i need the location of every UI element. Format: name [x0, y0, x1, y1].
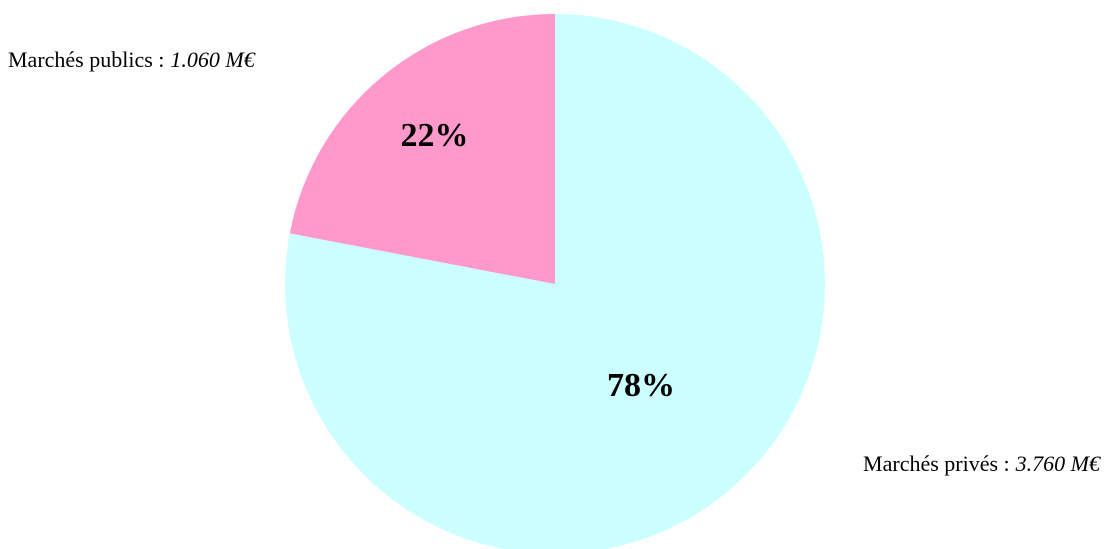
- pie-slice: [285, 14, 825, 549]
- slice-amount: 1.060 M€: [170, 47, 255, 72]
- slice-category: Marchés publics :: [8, 47, 164, 72]
- pie-slice: [289, 14, 555, 284]
- slice-amount: 3.760 M€: [1015, 451, 1101, 476]
- slice-category: Marchés privés :: [863, 451, 1010, 476]
- slice-label: Marchés privés :3.760 M€: [863, 451, 1101, 476]
- slice-percent-label: 78%: [607, 367, 675, 404]
- slice-label: Marchés publics :1.060 M€: [8, 47, 256, 72]
- slice-percent-label: 22%: [401, 117, 469, 154]
